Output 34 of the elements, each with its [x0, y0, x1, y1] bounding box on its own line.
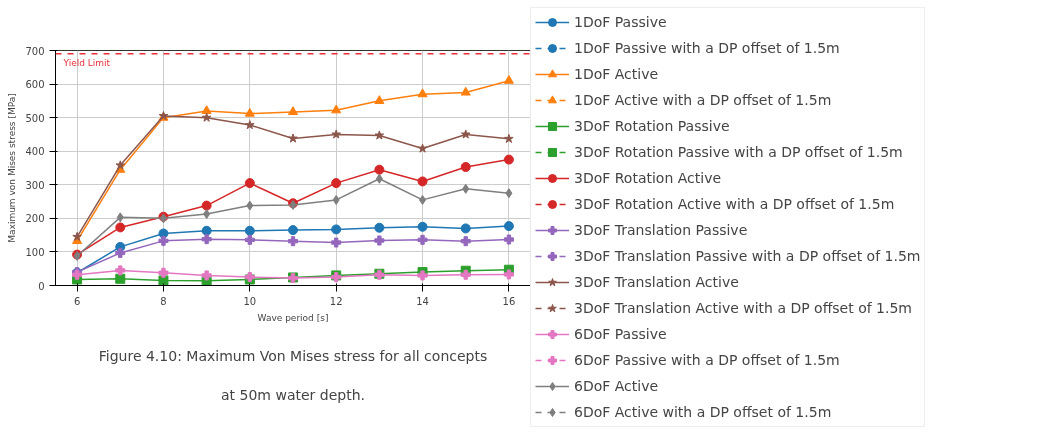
legend-label: 3DoF Translation Active [574, 273, 739, 292]
y-tick-label: 700 [25, 45, 45, 57]
x-tick-label: 6 [73, 295, 81, 307]
text: Figure 4.10: Maximum Von Mises stress for all concepts at 50m water depth. [98, 347, 488, 403]
legend-label: 3DoF Rotation Passive with a DP offset of 1.5m [574, 143, 903, 162]
x-axis-title: Wave period [s] [257, 312, 329, 323]
y-axis-title: Maximum von Mises stress [MPa] [7, 93, 18, 243]
legend-label: 6DoF Passive with a DP offset of 1.5m [574, 351, 840, 370]
x-tick-label: 12 [329, 295, 343, 307]
x-tick-label: 8 [160, 295, 167, 307]
legend-label: 1DoF Active [574, 65, 659, 84]
x-tick-label: 16 [502, 295, 516, 307]
legend-label: 6DoF Active [574, 377, 659, 396]
legend-label: 1DoF Passive with a DP offset of 1.5m [574, 39, 840, 58]
y-tick-label: 600 [25, 79, 45, 91]
legend-label: 3DoF Translation Passive [574, 221, 748, 240]
y-tick-label: 500 [25, 112, 45, 124]
legend-label: 3DoF Rotation Active [574, 169, 722, 188]
legend-label: 3DoF Rotation Passive [574, 117, 730, 136]
y-tick-label: 400 [25, 146, 45, 158]
legend-label: 1DoF Passive [574, 13, 667, 32]
x-tick-label: 10 [243, 295, 257, 307]
y-tick-label: 200 [25, 213, 45, 225]
y-tick-label: 100 [25, 246, 45, 258]
ref-line-label: Yield Limit [62, 57, 111, 68]
y-tick-label: 300 [25, 179, 45, 191]
legend-label: 3DoF Translation Active with a DP offset of 1.5m [574, 299, 913, 318]
legend-label: 3DoF Rotation Active with a DP offset of 1.5m [574, 195, 895, 214]
legend-label: 6DoF Passive [574, 325, 667, 344]
x-tick-label: 14 [416, 295, 429, 307]
legend-label: 3DoF Translation Passive with a DP offset of 1.5m [574, 247, 921, 266]
y-tick-label: 0 [38, 280, 45, 292]
legend-label: 6DoF Active with a DP offset of 1.5m [574, 403, 832, 422]
legend-label: 1DoF Active with a DP offset of 1.5m [574, 91, 832, 110]
